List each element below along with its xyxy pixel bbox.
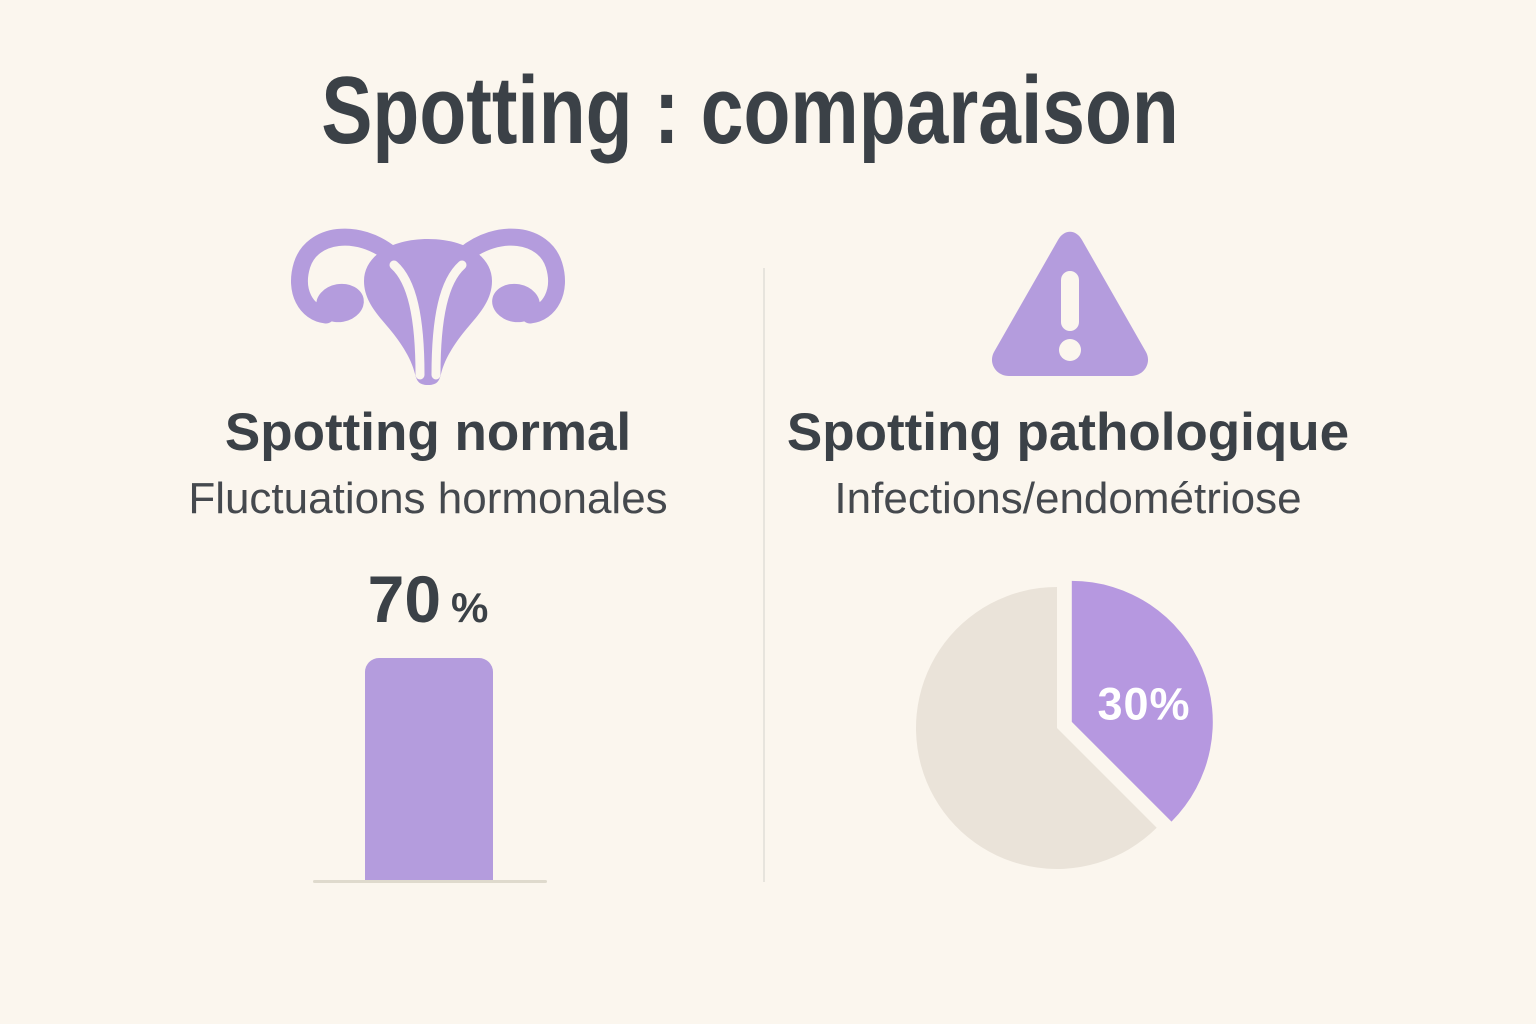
fallopian-tube-left [291,228,401,324]
uterus-icon [291,228,565,385]
warning-icon [991,231,1149,376]
uterine-canal-line-left [389,260,425,380]
ovary-right [492,283,540,323]
right-subheading: Infections/endométriose [834,474,1302,523]
left-heading: Spotting normal [224,403,632,462]
left-column: Spotting normal Fluctuations hormonales … [128,0,728,1024]
uterine-canal-line-right [431,260,467,380]
page-title: Spotting : comparaison [321,57,1179,164]
stat-unit: % [451,584,489,631]
column-divider [763,268,765,882]
fallopian-tube-right [455,228,565,324]
bar-chart-baseline [313,880,547,883]
exclamation-bar [1061,271,1079,331]
exclamation-dot [1059,339,1081,361]
stat-value: 70 [367,562,442,636]
pie-slice-label: 30% [1097,678,1191,730]
right-column: Spotting pathologique Infections/endomét… [768,0,1368,1024]
pie-chart [915,580,1213,869]
pie-slice-rest [915,587,1157,869]
right-heading: Spotting pathologique [786,403,1350,462]
ovary-left [316,283,364,323]
left-stat: 70% [128,566,728,632]
uterus-body [364,239,492,385]
pie-slice-30 [1071,580,1213,822]
left-subheading: Fluctuations hormonales [188,474,668,523]
bar-chart-bar [365,658,493,882]
